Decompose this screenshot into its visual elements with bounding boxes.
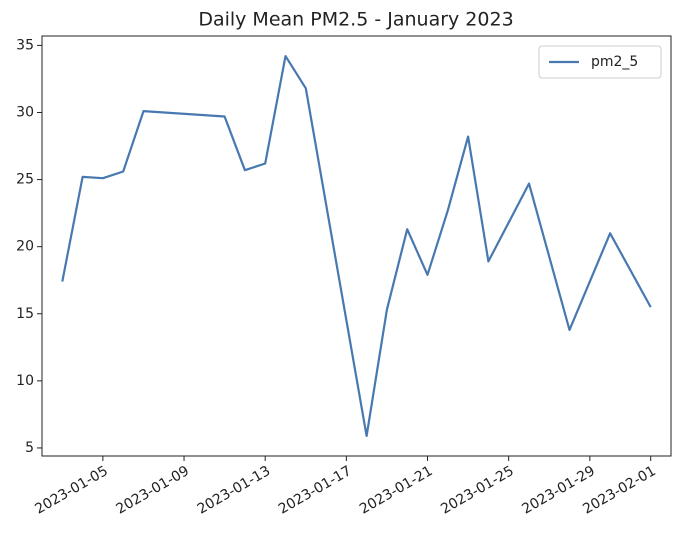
legend-box bbox=[538, 45, 662, 79]
data-line bbox=[61, 54, 652, 437]
y-tick-label: 5 bbox=[25, 440, 34, 456]
x-tick-label: 2023-01-25 bbox=[438, 463, 516, 518]
y-tick-label: 35 bbox=[16, 37, 34, 53]
x-tick-label: 2023-01-21 bbox=[357, 463, 435, 518]
legend-label: pm2_5 bbox=[591, 54, 638, 70]
chart-title: Daily Mean PM2.5 - January 2023 bbox=[198, 9, 513, 31]
x-tick-label: 2023-01-09 bbox=[114, 463, 192, 518]
y-tick-label: 30 bbox=[16, 104, 34, 120]
x-tick-label: 2023-01-05 bbox=[32, 463, 110, 518]
plot-frame bbox=[41, 35, 672, 457]
y-tick-label: 10 bbox=[16, 373, 34, 389]
x-tick-label: 2023-01-17 bbox=[276, 463, 354, 518]
y-tick-label: 15 bbox=[16, 306, 34, 322]
x-tick-label: 2023-01-13 bbox=[195, 463, 273, 518]
y-tick-label: 20 bbox=[16, 239, 34, 255]
y-tick-label: 25 bbox=[16, 172, 34, 188]
